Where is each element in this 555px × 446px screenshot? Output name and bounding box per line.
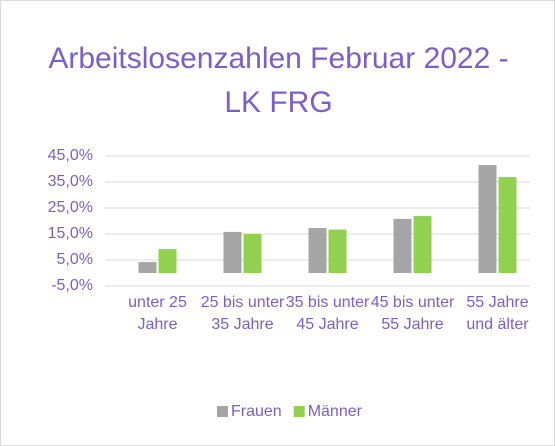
bar: [243, 234, 262, 273]
legend-swatch: [217, 406, 228, 417]
legend-label: Frauen: [231, 403, 282, 420]
y-tick-label: 25,0%: [48, 199, 93, 216]
bar: [308, 228, 327, 273]
x-tick-label: 45 bis unter 55 Jahre: [370, 294, 455, 333]
bar: [223, 231, 242, 273]
x-tick-label: 25 bis unter 35 Jahre: [200, 294, 285, 333]
bar: [478, 165, 497, 273]
legend-swatch: [293, 406, 305, 417]
x-tick-label: 55 Jahre und älter: [466, 294, 529, 333]
y-tick-label: 5,0%: [57, 251, 93, 268]
x-tick-label: 35 bis unter 45 Jahre: [285, 294, 370, 333]
bar: [393, 218, 412, 273]
bar: [138, 262, 157, 273]
y-tick-label: -5,0%: [51, 277, 93, 294]
bar: [328, 229, 347, 273]
bar: [413, 216, 432, 273]
y-tick-label: 35,0%: [48, 173, 93, 190]
bar: [158, 249, 177, 273]
bar: [498, 177, 517, 273]
chart-title: Arbeitslosenzahlen Februar 2022 - LK FRG: [48, 42, 509, 119]
y-tick-label: 45,0%: [48, 147, 93, 164]
x-tick-label: unter 25 Jahre: [128, 294, 187, 333]
y-tick-label: 15,0%: [48, 225, 93, 242]
legend-label: Männer: [308, 403, 363, 420]
